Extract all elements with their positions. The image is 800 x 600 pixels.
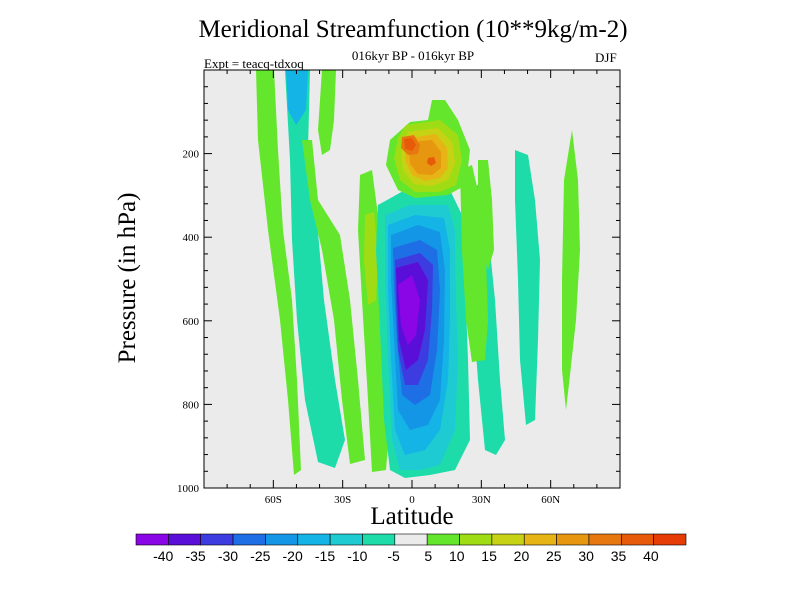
colorbar-swatch bbox=[556, 533, 590, 546]
colorbar-swatch bbox=[168, 533, 202, 546]
y-tick-label: 1000 bbox=[177, 483, 200, 495]
contour-field bbox=[256, 70, 580, 478]
colorbar-swatch bbox=[459, 533, 493, 546]
colorbar-swatch bbox=[523, 533, 557, 546]
colorbar-label: 15 bbox=[481, 548, 497, 564]
colorbar-label: 30 bbox=[578, 548, 594, 564]
chart-title: Meridional Streamfunction (10**9kg/m-2) bbox=[198, 16, 628, 43]
x-tick-label: 60S bbox=[265, 494, 282, 506]
y-tick-label: 600 bbox=[183, 316, 200, 328]
colorbar-label: -5 bbox=[387, 548, 400, 564]
colorbar-swatch bbox=[265, 533, 299, 546]
contour-upper-cell-max-west bbox=[404, 138, 416, 151]
x-tick-label: 30N bbox=[472, 494, 491, 506]
colorbar-swatch bbox=[588, 533, 622, 546]
colorbar-label: -40 bbox=[153, 548, 173, 564]
colorbar-label: 20 bbox=[514, 548, 530, 564]
axes: 60S 30S 0 30N 60N 200 400 600 800 1000 bbox=[177, 70, 620, 506]
contour-upper-south-cyan-streak bbox=[286, 70, 308, 125]
y-tick-label: 200 bbox=[183, 149, 200, 161]
season-label: DJF bbox=[595, 50, 617, 65]
colorbar-swatch bbox=[329, 533, 363, 546]
colorbar-swatch bbox=[620, 533, 654, 546]
experiment-label: Expt = teacq-tdxoq bbox=[204, 56, 304, 71]
colorbar-label: -30 bbox=[218, 548, 238, 564]
colorbar-label: 40 bbox=[643, 548, 659, 564]
colorbar-label: 35 bbox=[611, 548, 627, 564]
colorbar-swatch bbox=[135, 533, 169, 546]
contour-southern-near-equator-yellow bbox=[364, 212, 378, 305]
colorbar-label: -25 bbox=[250, 548, 270, 564]
colorbar: -40 -35 -30 -25 -20 -15 -10 -5 5 10 15 20 25 30 35 40 bbox=[135, 533, 687, 564]
contour-south-mid-green-strip bbox=[302, 140, 365, 464]
contour-main-cell-core bbox=[398, 275, 420, 345]
contour-north-polar-green bbox=[562, 130, 580, 410]
colorbar-swatch bbox=[394, 533, 428, 546]
colorbar-label: -10 bbox=[347, 548, 367, 564]
x-tick-label: 60N bbox=[541, 494, 560, 506]
y-tick-label: 800 bbox=[183, 399, 200, 411]
contour-upper-cell-max-east bbox=[427, 157, 436, 166]
colorbar-swatch bbox=[653, 533, 687, 546]
colorbar-swatch bbox=[362, 533, 396, 546]
colorbar-label: -20 bbox=[283, 548, 303, 564]
colorbar-swatch bbox=[491, 533, 525, 546]
x-tick-label: 30S bbox=[334, 494, 351, 506]
contour-upper-green-sliver bbox=[318, 70, 336, 155]
colorbar-swatch bbox=[297, 533, 331, 546]
x-axis-label: Latitude bbox=[370, 503, 454, 530]
colorbar-label: -35 bbox=[185, 548, 205, 564]
colorbar-swatch bbox=[232, 533, 266, 546]
colorbar-label: -15 bbox=[315, 548, 335, 564]
contour-south-teal-column bbox=[285, 70, 345, 468]
colorbar-label: 5 bbox=[424, 548, 432, 564]
colorbar-swatch bbox=[426, 533, 460, 546]
colorbar-label: 25 bbox=[546, 548, 562, 564]
contour-north-subtropical-green bbox=[478, 160, 494, 270]
contour-north-mid-teal-band bbox=[515, 150, 540, 425]
chart-subtitle: 016kyr BP - 016kyr BP bbox=[351, 48, 475, 63]
contour-polar-south-band bbox=[256, 70, 301, 475]
x-tick-label: 0 bbox=[409, 494, 415, 506]
colorbar-label: 10 bbox=[449, 548, 465, 564]
colorbar-swatch bbox=[200, 533, 234, 546]
y-tick-label: 400 bbox=[183, 232, 200, 244]
